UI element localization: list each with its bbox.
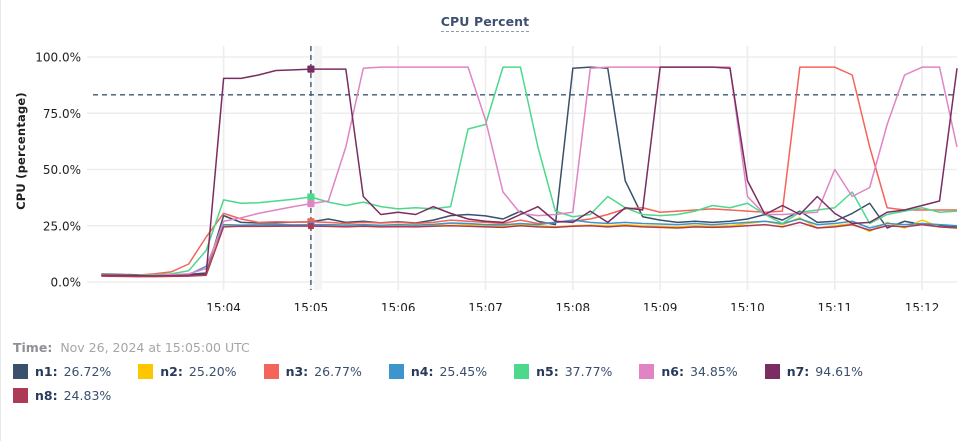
legend-value-n6: 34.85% [690, 364, 738, 379]
legend-item-n8[interactable]: n8: 24.83% [13, 388, 111, 403]
legend-label-n2: n2: [160, 364, 183, 379]
legend-item-n3[interactable]: n3: 26.77% [263, 364, 362, 379]
series-line-n8 [101, 221, 958, 278]
series-line-n7 [101, 66, 958, 277]
y-tick-label: 75.0% [43, 107, 81, 121]
x-tick-label: 15:08 [556, 301, 591, 311]
crosshair-marker-n7 [307, 65, 315, 73]
legend-swatch-n6 [639, 364, 655, 379]
legend-label-n8: n8: [35, 388, 58, 403]
legend-item-n2[interactable]: n2: 25.20% [138, 364, 237, 379]
series-line-n6 [101, 66, 958, 277]
legend-label-n1: n1: [35, 364, 58, 379]
legend-item-n4[interactable]: n4: 25.45% [388, 364, 488, 379]
tooltip-time-row: Time: Nov 26, 2024 at 15:05:00 UTC [1, 336, 968, 355]
x-tick-label: 15:04 [206, 301, 241, 311]
x-tick-label: 15:11 [817, 301, 852, 311]
legend-swatch-n1 [13, 364, 28, 379]
y-axis-label: CPU (percentage) [14, 92, 28, 210]
legend-value-n5: 37.77% [564, 364, 613, 379]
x-tick-label: 15:06 [381, 301, 416, 311]
legend-value-n4: 25.45% [439, 364, 488, 379]
time-label: Time: [13, 340, 53, 355]
legend-value-n2: 25.20% [188, 364, 237, 379]
y-tick-label: 25.0% [43, 219, 81, 233]
legend-label-n7: n7: [786, 364, 810, 379]
legend-value-n7: 94.61% [815, 364, 863, 379]
x-tick-label: 15:12 [905, 301, 940, 311]
crosshair-marker-n8 [307, 223, 314, 230]
y-tick-label: 100.0% [35, 51, 81, 65]
chart-footer: Time: Nov 26, 2024 at 15:05:00 UTC n1: 26… [1, 336, 968, 412]
chart-svg[interactable]: 0.0% 25.0% 50.0% 75.0% 100.0% 15:04 15:05 15:06… [1, 36, 968, 311]
legend-label-n5: n5: [536, 364, 559, 379]
crosshair-marker-n5 [307, 193, 315, 201]
x-tick-label: 15:10 [730, 301, 765, 311]
time-value: Nov 26, 2024 at 15:05:00 UTC [60, 340, 250, 355]
series-line-n4 [101, 218, 958, 277]
legend-swatch-n5 [514, 364, 530, 379]
legend-label-n4: n4: [410, 364, 434, 379]
x-tick-label: 15:07 [468, 301, 503, 311]
legend-swatch-n8 [13, 388, 28, 403]
series-line-n3 [101, 66, 957, 276]
y-tick-label: 0.0% [51, 276, 82, 290]
legend-label-n6: n6: [661, 364, 685, 379]
legend-item-n6[interactable]: n6: 34.85% [639, 364, 738, 379]
x-tick-label: 15:09 [643, 301, 678, 311]
crosshair-marker-n6 [307, 199, 315, 208]
chart-title-text: CPU Percent [440, 14, 530, 32]
series-line-n5 [101, 66, 958, 277]
legend-swatch-n4 [388, 364, 404, 379]
legend: n1: 26.72% n2: 25.20% n3: 26.77% n4: 25.45% n5: 3… [1, 364, 968, 412]
plot-area[interactable]: CPU (percentage) 0.0% 25.0% 50.0% 75.0% 100.… [1, 36, 968, 311]
y-tick-label: 50.0% [43, 163, 81, 177]
page-title: CPU Percent [1, 14, 968, 32]
legend-item-n7[interactable]: n7: 94.61% [764, 364, 863, 379]
legend-swatch-n7 [764, 364, 780, 379]
legend-value-n3: 26.77% [314, 364, 362, 379]
legend-label-n3: n3: [285, 364, 309, 379]
legend-item-n5[interactable]: n5: 37.77% [514, 364, 612, 379]
legend-item-n1[interactable]: n1: 26.72% [13, 364, 111, 379]
legend-swatch-n3 [263, 364, 279, 379]
crosshair-band [313, 46, 322, 290]
legend-value-n8: 24.83% [63, 388, 112, 403]
legend-swatch-n2 [138, 364, 154, 379]
x-tick-label: 15:05 [294, 301, 329, 311]
series-line-n1 [101, 66, 958, 276]
legend-value-n1: 26.72% [63, 364, 112, 379]
